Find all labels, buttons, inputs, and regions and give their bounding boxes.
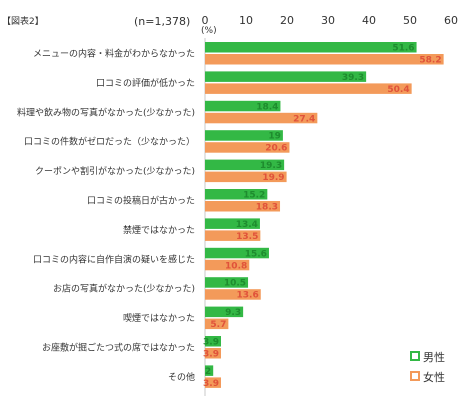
unit-label: (%) [201,26,217,36]
value-label-male: 2 [205,367,211,377]
value-label-male: 15.2 [243,191,265,201]
x-tick-label: 10 [239,14,253,27]
bar-male [205,277,249,288]
x-tick-label: 50 [403,14,417,27]
value-label-female: 50.4 [387,85,409,95]
category-label: その他 [168,371,195,383]
bar-male [205,247,269,259]
bar-male [205,365,214,376]
bar-female [205,171,287,183]
bar-female [205,112,318,124]
bars: メニューの内容・料金がわからなかった 51.6 58.2 口コミの評価が低かった 39.… [17,42,444,389]
value-label-female: 3.9 [203,379,219,389]
value-label-male: 19.3 [260,161,282,171]
x-tick-label: 40 [362,14,376,27]
value-label-female: 27.4 [293,114,315,124]
value-label-male: 9.3 [225,308,241,318]
bar-female [205,54,444,65]
bar-male [205,189,268,200]
category-label: 料理や飲み物の写真がなかった(少なかった) [17,106,195,118]
x-tick-label: 30 [321,14,335,27]
bar-male [205,306,244,318]
category-label: 喫煙ではなかった [123,312,195,324]
value-label-female: 3.9 [203,350,219,360]
category-label: 口コミの投稿日が古かった [87,195,195,207]
value-label-male: 18.4 [256,102,278,112]
x-tick-label: 0 [202,14,209,27]
x-tick-label: 60 [444,14,458,27]
bar-female [205,259,250,271]
legend-label-male: 男性 [423,350,445,364]
bar-female [205,377,221,388]
bar-female [205,142,290,153]
x-tick-label: 20 [280,14,294,27]
category-label: お店の写真がなかった(少なかった) [53,283,195,295]
bar-female [205,83,412,94]
bar-female [205,289,261,300]
bar-female [205,318,229,330]
value-label-female: 10.8 [225,261,247,271]
category-label: 禁煙ではなかった [123,225,195,236]
value-label-male: 13.4 [236,220,258,230]
value-label-male: 51.6 [392,44,414,54]
bar-male [205,336,221,347]
bar-male [205,218,260,229]
value-label-female: 13.5 [236,232,258,242]
bar-male [205,130,283,141]
legend-swatch-male [410,351,420,361]
bar-male [205,42,417,53]
bar-female [205,230,261,241]
value-label-male: 39.3 [342,73,364,83]
value-label-female: 58.2 [419,56,441,66]
category-label: クーポンや割引がなかった(少なかった) [35,165,195,177]
bar-male [205,71,367,82]
category-label: 口コミの内容に自作自演の疑いを感じた [33,253,195,265]
x-axis-ticks: 0 10 20 30 40 50 60 [202,14,459,27]
sample-size: (n=1,378) [134,15,190,28]
category-label: 口コミの評価が低かった [96,77,195,89]
value-label-male: 10.5 [224,279,246,289]
legend: 男性 女性 [410,350,445,384]
figure-label: 【図表2】 [2,15,44,27]
value-label-female: 20.6 [265,144,287,154]
value-label-male: 19 [268,132,281,142]
value-label-female: 19.9 [262,173,284,183]
value-label-female: 5.7 [210,320,226,330]
legend-swatch-female [410,371,420,381]
value-label-female: 13.6 [237,291,259,301]
legend-label-female: 女性 [423,370,445,384]
category-label: 口コミの件数がゼロだった（少なかった） [24,136,195,148]
category-label: お座敷が掘ごたつ式の席ではなかった [42,342,195,354]
bar-male [205,100,281,112]
value-label-female: 18.3 [256,203,278,213]
category-label: メニューの内容・料金がわからなかった [33,48,195,60]
bar-female [205,348,221,359]
value-label-male: 3.9 [203,338,219,348]
bar-female [205,201,281,212]
bar-male [205,159,285,171]
value-label-male: 15.6 [245,249,267,259]
